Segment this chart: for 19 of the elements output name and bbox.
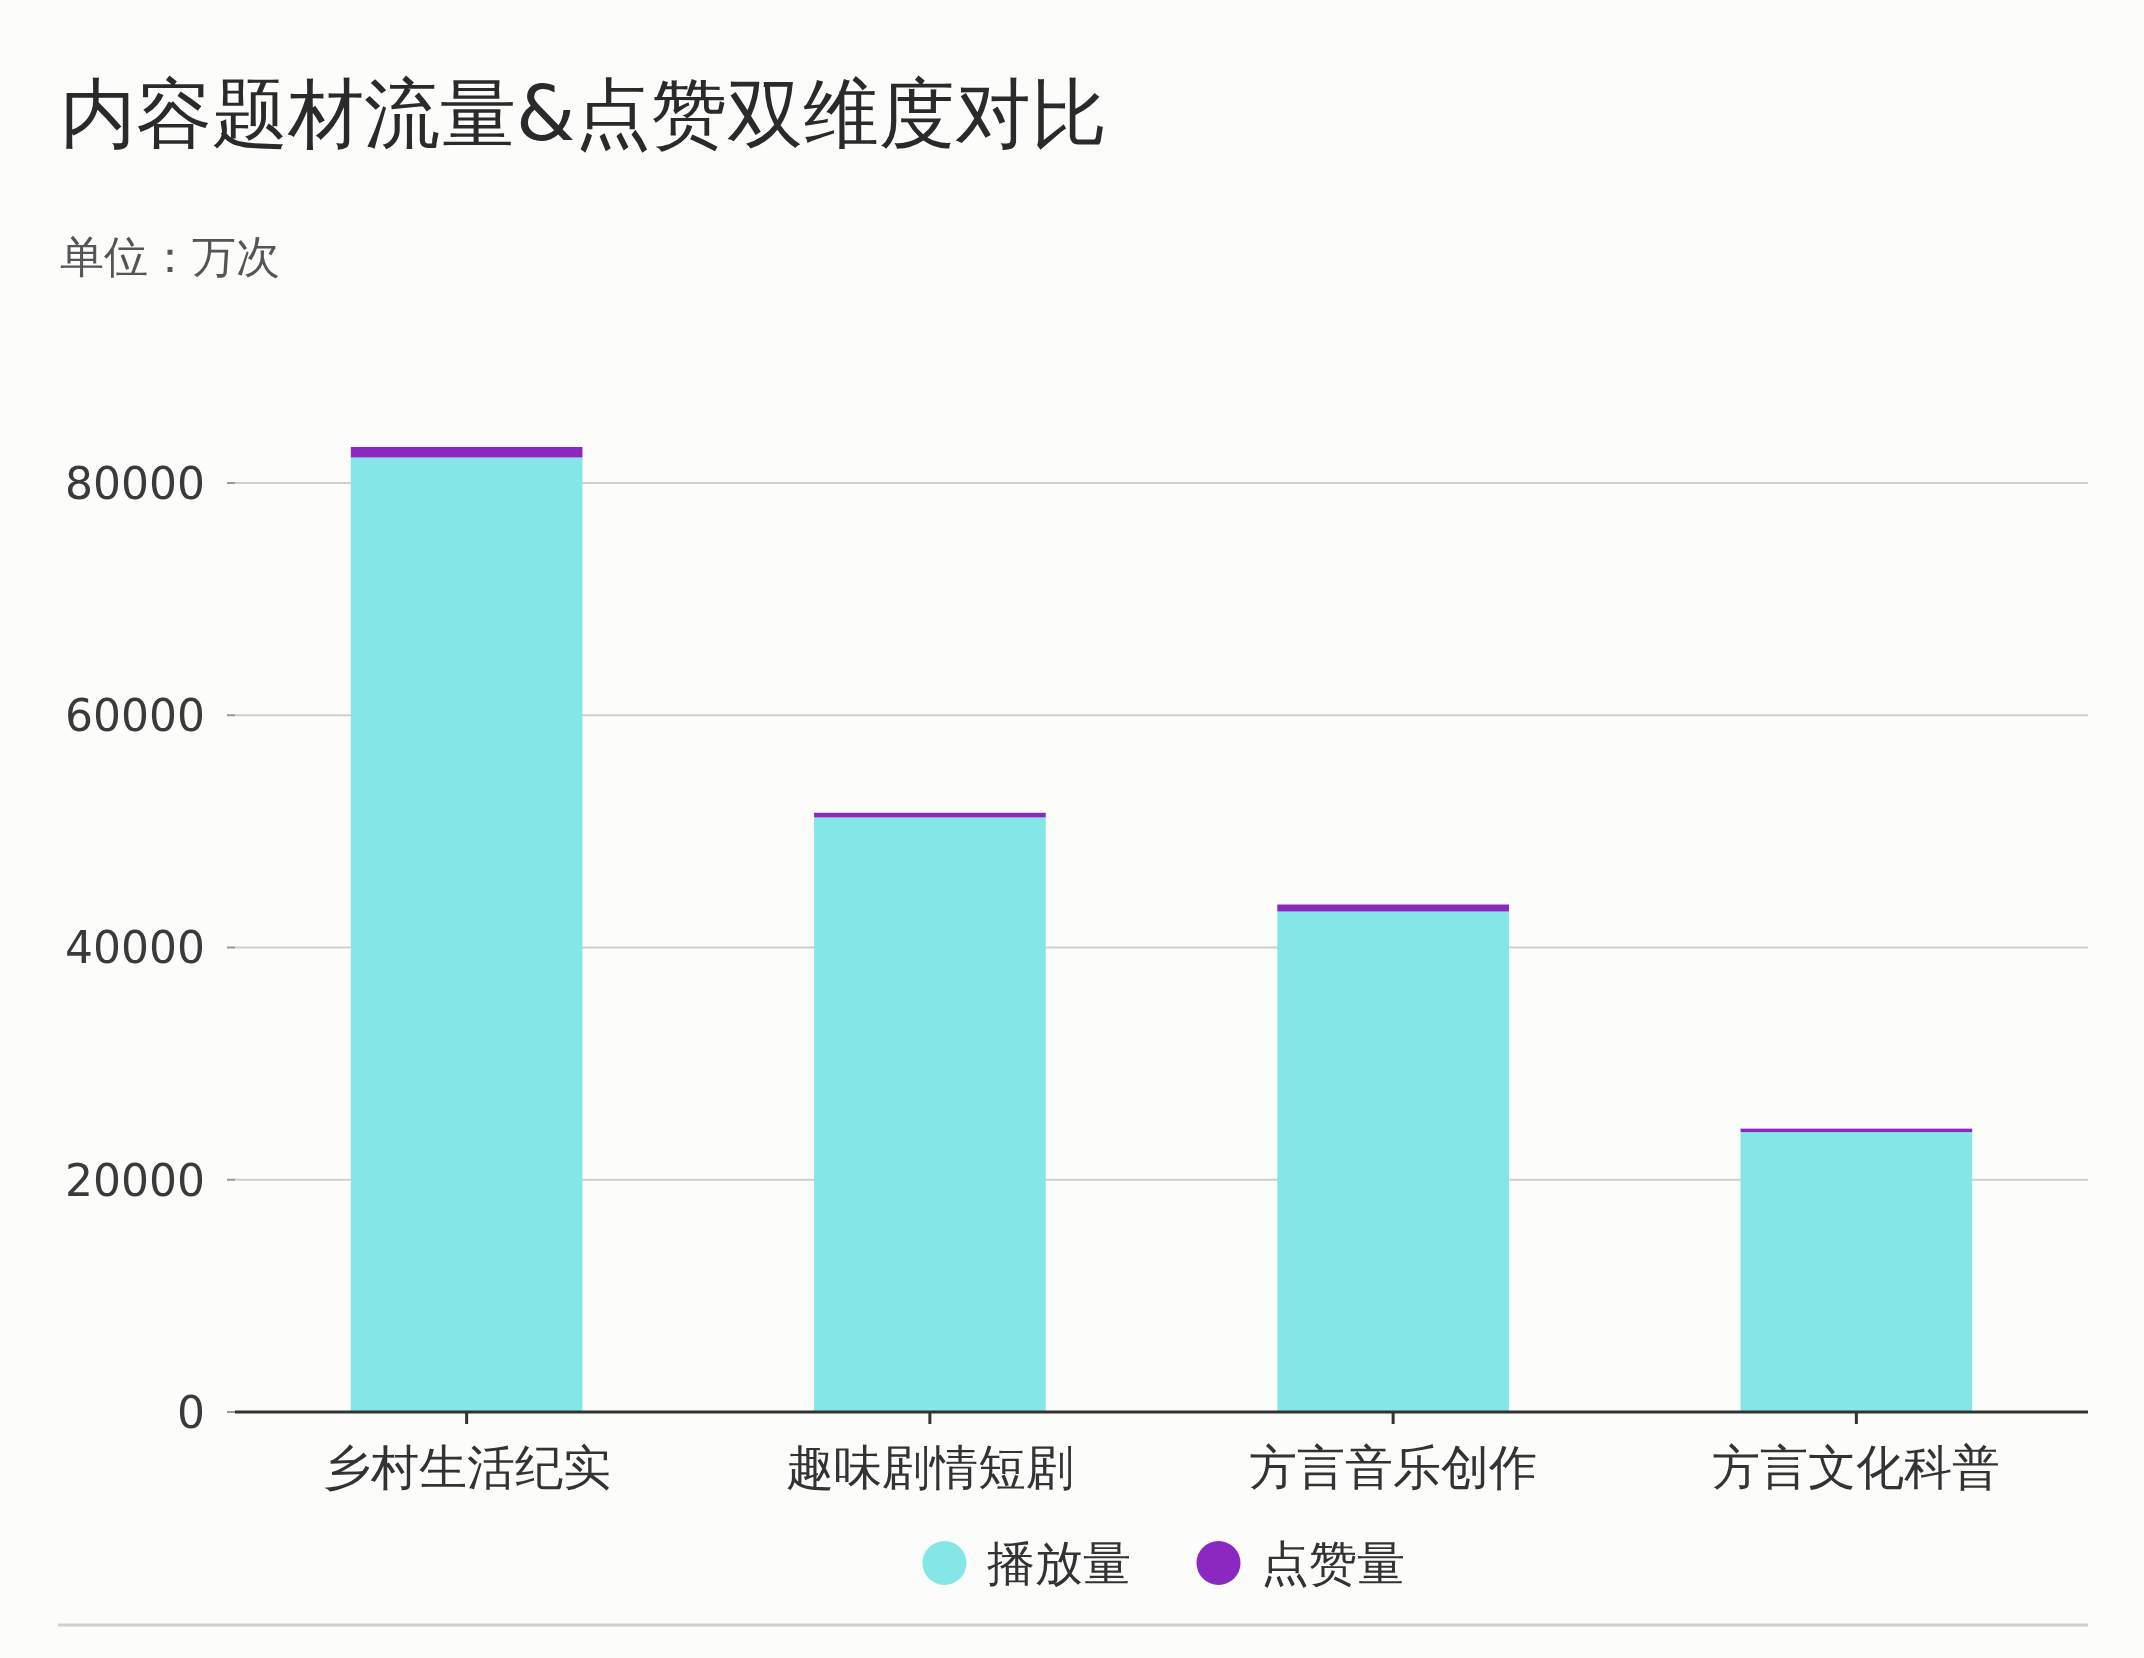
bar: [350, 457, 583, 1412]
y-tick-label: 20000: [65, 1154, 205, 1206]
chart-subtitle: 单位：万次: [60, 231, 280, 282]
y-tick-label: 0: [177, 1387, 205, 1438]
bar: [1740, 1132, 1973, 1412]
y-tick-label: 80000: [65, 458, 205, 509]
bar: [350, 447, 583, 458]
bar: [1277, 911, 1509, 1412]
x-tick-label: 方言文化科普: [1712, 1439, 2001, 1495]
x-tick-label: 方言音乐创作: [1249, 1439, 1538, 1495]
y-tick-label: 40000: [65, 922, 205, 974]
chart-title: 内容题材流量&点赞双维度对比: [60, 69, 1108, 158]
legend-label: 播放量: [986, 1535, 1131, 1591]
x-tick-label: 趣味剧情短剧: [785, 1439, 1074, 1495]
x-tick-label: 乡村生活纪实: [322, 1439, 611, 1495]
bar: [814, 817, 1046, 1412]
y-tick-label: 60000: [65, 690, 205, 742]
legend-label: 点赞量: [1260, 1535, 1405, 1591]
bar: [1277, 904, 1509, 912]
